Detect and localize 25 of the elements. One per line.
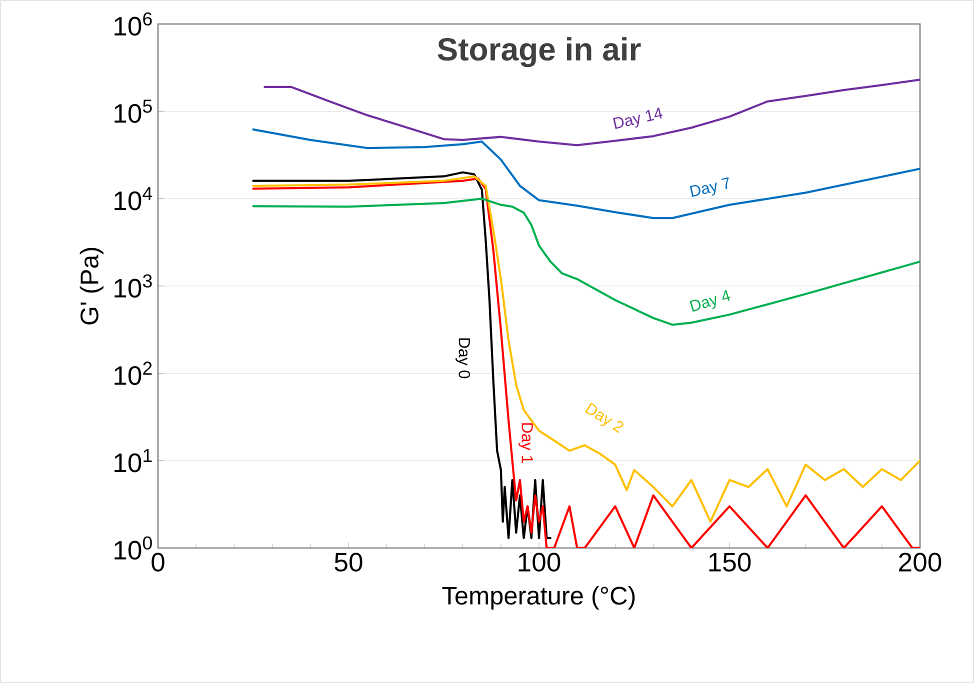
y-tick-label: 10$^{5}$	[114, 100, 152, 123]
text: Day 2	[585, 402, 624, 433]
chart-title: Storage in air	[438, 37, 641, 68]
y-tick-label: 10$^{6}$	[114, 12, 152, 36]
y-tick-label: 10$^{2}$	[114, 362, 152, 385]
y-tick-label: 10$^{1}$	[114, 449, 152, 472]
line-series	[252, 171, 552, 540]
y-tick-label: 10$^{3}$	[114, 274, 152, 298]
y-axis-title: G' (Pa)	[80, 248, 104, 324]
x-tick-label: 0	[152, 552, 164, 572]
text: Day 7	[690, 177, 729, 197]
line-series	[252, 198, 920, 326]
x-tick-label: 50	[334, 552, 362, 572]
text: Day 0	[456, 338, 470, 378]
x-tick-label: 150	[709, 552, 751, 572]
line-series	[264, 78, 920, 146]
text: Day 4	[690, 290, 730, 312]
y-tick-label: 10$^{0}$	[114, 536, 152, 560]
x-tick-label: 200	[899, 552, 942, 572]
text: Day 14	[613, 108, 663, 129]
x-tick-label: 100	[518, 552, 560, 572]
line-series	[252, 128, 920, 220]
x-axis-title: Temperature (°C)	[442, 586, 635, 610]
y-tick-label: 10$^{4}$	[114, 187, 152, 210]
text: Day 1	[518, 423, 533, 463]
